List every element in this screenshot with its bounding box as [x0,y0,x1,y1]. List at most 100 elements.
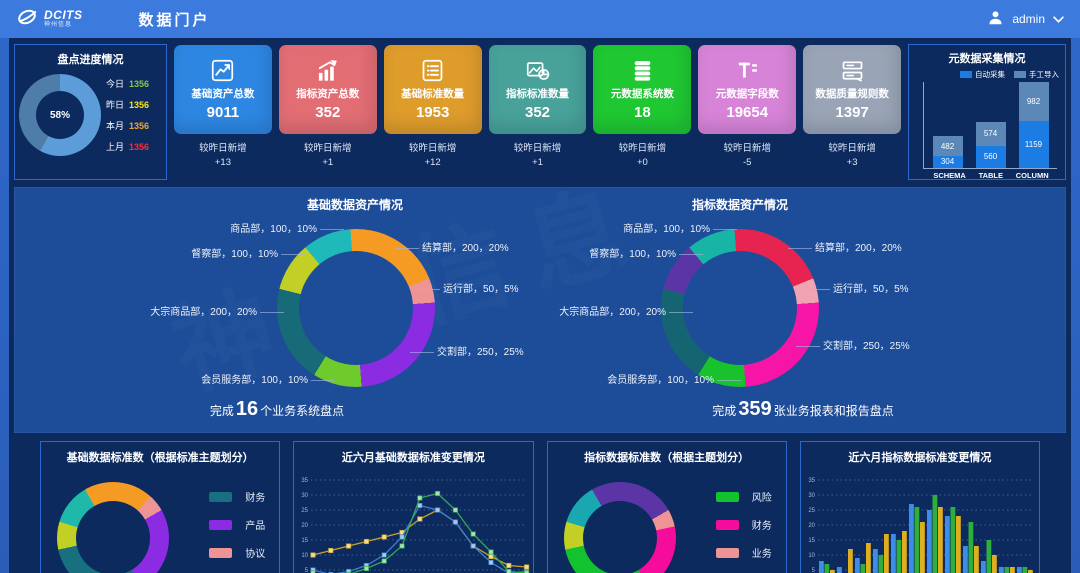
bar-segment: 574 [975,122,1006,146]
svg-text:15: 15 [808,538,815,544]
kpi-value: 18 [634,104,651,121]
kpi-card-5[interactable]: 元数据系统数 18 [593,45,692,134]
legend-item[interactable]: 协议 [209,545,265,560]
dcits-logo: DCITS 神州信息 [16,6,83,33]
progress-stat: 本月 1356 [106,121,150,131]
user-name: admin [1012,12,1045,26]
legend-label: 自动采集 [975,70,1005,79]
base-asset-summary: 完成 16 个业务系统盘点 [209,398,345,420]
progress-stat: 昨日 1356 [106,100,150,110]
progress-stats: 今日 1356 昨日 1356 本月 1356 上月 1356 [103,77,162,153]
kpi-card-4[interactable]: 指标标准数量 352 [488,45,587,134]
asset-overview-panel: 神州信息 基础数据资产情况 商品部，100，10% 结算部，200，20% 运行… [14,168,1066,433]
legend-item[interactable]: 风险 [715,489,772,504]
logo-subtext: 神州信息 [44,22,73,29]
database-icon [630,58,655,83]
svg-text:20: 20 [808,523,815,529]
logo-text: DCITS [44,8,83,23]
inventory-progress-donut[interactable]: 58% [19,74,101,156]
bar-segment: 482 [932,136,963,156]
kpi-7: 数据质量规则数 1397 较昨日新增 +3 [803,45,902,180]
indicator-asset-donut[interactable] [661,229,819,387]
logo-swirl-icon [16,6,38,33]
legend-item[interactable]: 产品 [209,517,265,532]
base-standard-trend-title: 近六月基础数据标准变更情况 [341,452,485,464]
legend-label: 财务 [751,521,772,532]
svg-text:15: 15 [302,538,309,544]
segment-label: 交割部，250，25% [796,337,910,352]
base-standard-line-chart[interactable]: 5 10 15 20 25 30 35 [297,470,530,573]
page-title: 数据门户 [138,11,211,29]
segment-label: 大宗商品部，200，20% [559,303,693,318]
svg-text:25: 25 [302,508,309,514]
segment-label: 结算部，200，20% [395,239,509,254]
segment-label: 结算部，200，20% [788,239,902,254]
kpi-delta: 较昨日新增 +12 [408,143,457,169]
kpi-card-7[interactable]: 数据质量规则数 1397 [803,45,902,134]
segment-label: 大宗商品部，200，20% [150,303,284,318]
kpi-value: 9011 [206,104,240,121]
kpi-value: 1953 [415,104,450,121]
kpi-delta: 较昨日新增 +1 [304,143,352,169]
indicator-standard-bar-chart[interactable]: 5 10 15 20 25 30 35 [804,470,1036,573]
kpi-cards: 基础资产总数 9011 较昨日新增 +13 指标资产总数 352 较昨日新增 +1 基础标准数量… [174,44,902,180]
svg-text:30: 30 [808,493,815,499]
indicator-asset-summary: 完成 359 张业务报表和报告盘点 [712,398,894,420]
base-asset-donut[interactable] [277,229,435,387]
kpi-1: 基础资产总数 9011 较昨日新增 +13 [174,45,272,180]
legend-item[interactable]: 财务 [209,489,265,504]
bottom-row: 基础数据标准数（根据标准主题划分） 财务产品协议资产员工 近六月基础数据标准变更… [14,441,1066,573]
meta-bar-column[interactable]: 1159 982 [1018,82,1049,168]
legend-swatch [209,547,233,558]
meta-category-label: COLUMN [1015,170,1049,180]
kpi-value: 352 [315,104,341,121]
meta-legend: 自动采集 手工导入 [915,69,1059,80]
segment-label: 商品部，100，10% [230,220,344,235]
legend-item[interactable]: 手工导入 [1014,69,1059,80]
dashboard-content: 盘点进度情况 58% 今日 1356 昨日 1356 本月 1356 上月 1356 基础资产… [9,38,1071,573]
kpi-value: 352 [524,104,551,121]
kpi-card-3[interactable]: 基础标准数量 1953 [383,45,482,134]
base-standard-legend: 财务产品协议资产员工 [209,489,265,573]
svg-text:35: 35 [302,478,309,484]
kpi-card-1[interactable]: 基础资产总数 9011 [174,45,272,134]
legend-label: 财务 [245,493,266,504]
svg-text:10: 10 [302,553,309,559]
meta-bar-schema[interactable]: 304 482 [932,136,963,168]
segment-label: 运行部，50，5% [416,280,519,295]
kpi-card-6[interactable]: 元数据字段数 19654 [698,45,797,134]
legend-item[interactable]: 财务 [715,517,772,532]
base-standard-title: 基础数据标准数（根据标准主题划分） [66,452,254,464]
svg-text:35: 35 [808,478,815,484]
base-standard-trend-panel: 近六月基础数据标准变更情况 5 10 15 20 25 30 35 [293,441,534,573]
segment-label: 督察部，100，10% [191,245,305,260]
segment-label: 督察部，100，10% [589,245,703,260]
legend-swatch [209,519,233,530]
indicator-standard-trend-panel: 近六月指标数据标准变更情况 5 10 15 20 25 30 35 [799,441,1040,573]
indicator-asset-chart: 指标数据资产情况 商品部，100，10% 结算部，200，20% 运行部，50，… [540,187,1066,433]
kpi-card-2[interactable]: 指标资产总数 352 [278,45,377,134]
progress-stat: 上月 1356 [106,142,150,152]
indicator-standard-trend-title: 近六月指标数据标准变更情况 [848,452,992,464]
legend-item[interactable]: 自动采集 [960,69,1005,80]
segment-label: 交割部，250，25% [410,343,524,358]
progress-stat: 今日 1356 [106,79,150,89]
legend-label: 产品 [245,521,266,532]
legend-label: 风险 [751,493,772,504]
kpi-title: 元数据字段数 [715,88,779,100]
legend-swatch [209,491,233,502]
kpi-delta: 较昨日新增 +1 [513,143,562,169]
meta-bar-table[interactable]: 560 574 [975,122,1006,168]
kpi-delta: 较昨日新增 -5 [723,143,771,169]
kpi-5: 元数据系统数 18 较昨日新增 +0 [593,45,692,180]
indicator-standard-donut[interactable] [563,482,676,573]
legend-item[interactable]: 业务 [715,545,772,560]
meta-bar-chart[interactable]: 304 482 560 574 1159 982 [923,82,1057,169]
legend-swatch [960,71,972,78]
user-menu[interactable]: admin [987,9,1064,29]
bar-segment: 304 [932,155,963,168]
bar-growth-icon [315,58,340,83]
svg-text:30: 30 [302,493,309,499]
progress-percent-label: 58% [36,91,84,139]
base-standard-donut[interactable] [57,482,169,573]
